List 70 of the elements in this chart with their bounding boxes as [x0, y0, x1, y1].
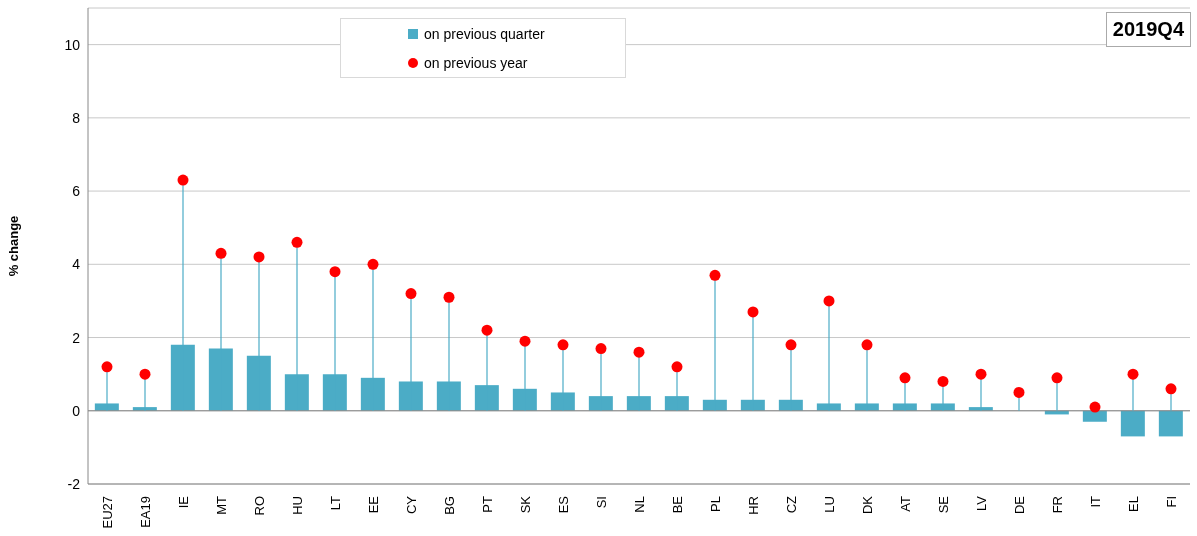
x-tick-label: LU: [821, 496, 837, 513]
point: [139, 368, 151, 380]
point: [1051, 372, 1063, 384]
x-tick-label: FI: [1163, 496, 1179, 508]
point: [899, 372, 911, 384]
point: [937, 375, 949, 387]
point: [405, 288, 417, 300]
point: [785, 339, 797, 351]
point: [291, 236, 303, 248]
point: [329, 266, 341, 278]
x-tick-label: MT: [213, 495, 229, 515]
y-tick-label: 6: [72, 183, 81, 200]
point: [823, 295, 835, 307]
x-tick-label: DE: [1011, 495, 1027, 515]
point: [253, 251, 265, 263]
x-tick-label: EL: [1125, 496, 1141, 512]
point: [1013, 386, 1025, 398]
x-tick-label: IT: [1087, 495, 1103, 508]
point: [367, 258, 379, 270]
x-tick-label: SE: [935, 495, 951, 514]
y-axis-title: % change: [5, 215, 21, 277]
x-tick-label: CZ: [783, 495, 799, 514]
legend-label: on previous year: [424, 54, 528, 71]
point: [177, 174, 189, 186]
point: [633, 346, 645, 358]
y-tick-label: 4: [72, 256, 81, 273]
point: [557, 339, 569, 351]
point: [519, 335, 531, 347]
point: [215, 247, 227, 259]
point: [975, 368, 987, 380]
y-tick-label: 8: [72, 109, 81, 126]
x-tick-label: FR: [1049, 496, 1065, 514]
x-tick-label: BE: [669, 495, 685, 514]
text: 2019Q4: [1105, 12, 1191, 47]
x-tick-label: DK: [859, 495, 875, 515]
x-tick-label: AT: [897, 495, 913, 512]
x-tick-label: EA19: [137, 496, 153, 528]
x-tick-label: HR: [745, 496, 761, 515]
y-tick-label: 2: [72, 329, 81, 346]
point: [443, 291, 455, 303]
point: [595, 343, 607, 355]
point: [709, 269, 721, 281]
x-tick-label: HU: [289, 496, 305, 515]
bar: [1082, 410, 1107, 422]
x-tick-label: PL: [707, 496, 723, 512]
x-tick-label: BG: [441, 496, 457, 515]
y-tick-label: 0: [72, 402, 81, 419]
point: [747, 306, 759, 318]
x-tick-label: CY: [403, 495, 419, 515]
point: [1089, 401, 1101, 413]
point: [101, 361, 113, 373]
x-tick-label: IE: [175, 495, 191, 509]
point: [1165, 383, 1177, 395]
x-tick-label: LT: [327, 495, 343, 511]
x-tick-label: ES: [555, 495, 571, 514]
x-tick-label: EE: [365, 495, 381, 514]
x-tick-label: LV: [973, 495, 989, 511]
x-tick-label: RO: [251, 496, 267, 516]
y-tick-label: -2: [67, 475, 81, 492]
point: [1127, 368, 1139, 380]
y-tick-label: 10: [64, 36, 81, 53]
point: [861, 339, 873, 351]
x-tick-label: SI: [593, 496, 609, 509]
point: [671, 361, 683, 373]
point: [481, 324, 493, 336]
legend-label: on previous quarter: [424, 25, 545, 42]
x-tick-label: EU27: [99, 496, 115, 529]
x-tick-label: NL: [631, 496, 647, 513]
x-tick-label: SK: [517, 495, 533, 514]
x-tick-label: PT: [479, 495, 495, 513]
